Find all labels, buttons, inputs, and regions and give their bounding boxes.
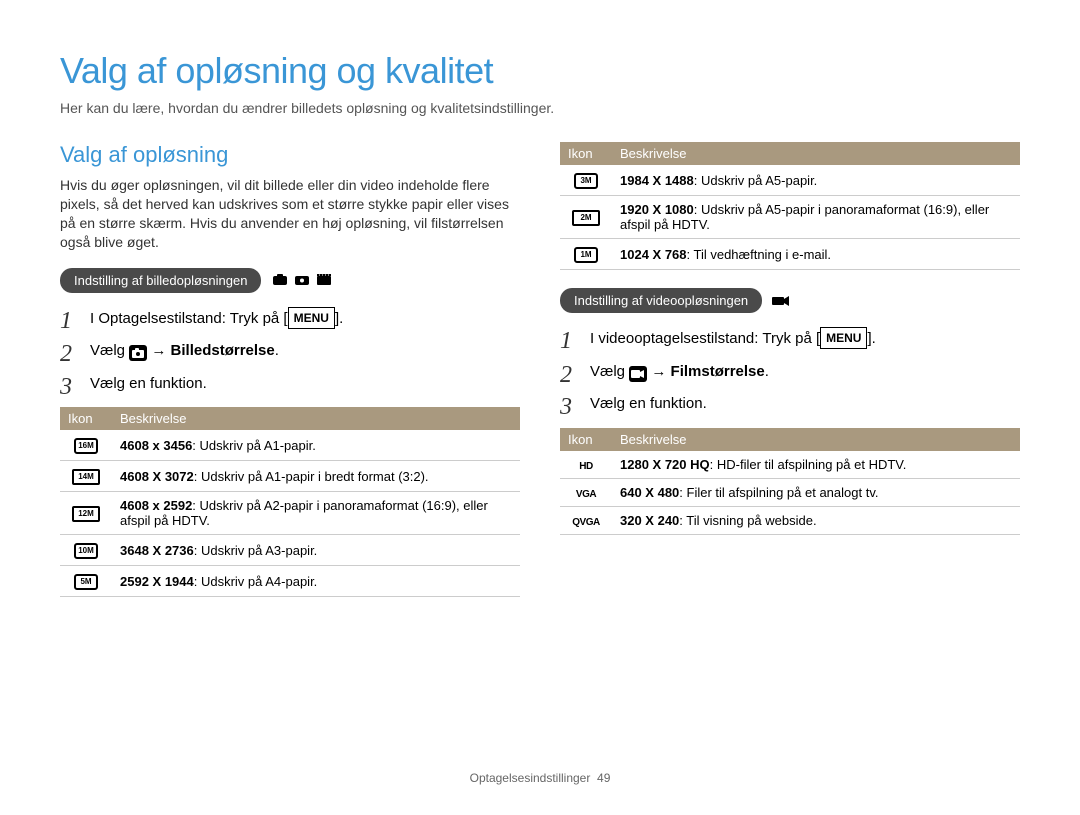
photo-res-icon: 16M: [74, 438, 98, 454]
table-row: 5M 2592 X 1944: Udskriv på A4-papir.: [60, 566, 520, 597]
page-footer: Optagelsesindstillinger 49: [0, 771, 1080, 785]
cell-desc: 1280 X 720 HQ: HD-filer til afspilning p…: [612, 451, 1020, 479]
cell-icon: HD: [560, 451, 612, 479]
photo-res-icon: 12M: [72, 506, 100, 522]
table-row: QVGA 320 X 240: Til visning på webside.: [560, 506, 1020, 534]
cell-desc: 4608 X 3072: Udskriv på A1-papir i bredt…: [112, 461, 520, 492]
pill-photo-resolution: Indstilling af billedopløsningen: [60, 268, 261, 293]
cell-icon: 3M: [560, 165, 612, 196]
cell-desc: 1984 X 1488: Udskriv på A5-papir.: [612, 165, 1020, 196]
cell-desc: 320 X 240: Til visning på webside.: [612, 506, 1020, 534]
step-1: I Optagelsestilstand: Tryk på [MENU].: [60, 307, 520, 331]
cell-desc: 4608 x 2592: Udskriv på A2-papir i panor…: [112, 492, 520, 535]
cell-icon: 10M: [60, 535, 112, 566]
step-3: Vælg en funktion.: [560, 393, 1020, 416]
th-icon: Ikon: [560, 428, 612, 451]
table-row: 2M 1920 X 1080: Udskriv på A5-papir i pan…: [560, 196, 1020, 239]
photo-res-icon: 14M: [72, 469, 100, 485]
th-desc: Beskrivelse: [612, 428, 1020, 451]
cell-icon: QVGA: [560, 506, 612, 534]
photo-res-icon: 3M: [574, 173, 598, 189]
photo-resolution-table-cont: Ikon Beskrivelse 3M 1984 X 1488: Udskriv …: [560, 142, 1020, 270]
photo-res-icon: 10M: [74, 543, 98, 559]
table-row: HD 1280 X 720 HQ: HD-filer til afspilning…: [560, 451, 1020, 479]
th-desc: Beskrivelse: [112, 407, 520, 430]
cell-icon: 14M: [60, 461, 112, 492]
video-resolution-table: Ikon Beskrivelse HD 1280 X 720 HQ: HD-fil…: [560, 428, 1020, 535]
cell-desc: 3648 X 2736: Udskriv på A3-papir.: [112, 535, 520, 566]
th-icon: Ikon: [60, 407, 112, 430]
cell-desc: 640 X 480: Filer til afspilning på et an…: [612, 478, 1020, 506]
mode-icon-program: [293, 273, 311, 287]
menu-button: MENU: [288, 307, 335, 329]
photo-res-icon: 1M: [574, 247, 598, 263]
table-row: 1M 1024 X 768: Til vedhæftning i e-mail.: [560, 239, 1020, 270]
cell-desc: 4608 x 3456: Udskriv på A1-papir.: [112, 430, 520, 461]
cell-icon: VGA: [560, 478, 612, 506]
table-row: 3M 1984 X 1488: Udskriv på A5-papir.: [560, 165, 1020, 196]
cell-desc: 1920 X 1080: Udskriv på A5-papir i panor…: [612, 196, 1020, 239]
video-res-icon: QVGA: [572, 517, 599, 528]
pill-video-resolution: Indstilling af videoopløsningen: [560, 288, 762, 313]
th-icon: Ikon: [560, 142, 612, 165]
step-2: Vælg → Filmstørrelse.: [560, 361, 1020, 384]
step-3: Vælg en funktion.: [60, 373, 520, 396]
table-row: 12M 4608 x 2592: Udskriv på A2-papir i pa…: [60, 492, 520, 535]
th-desc: Beskrivelse: [612, 142, 1020, 165]
video-res-icon: HD: [579, 461, 592, 472]
section-heading: Valg af opløsning: [60, 142, 520, 168]
mode-icons: [271, 273, 333, 287]
mode-icons-video: [772, 294, 790, 308]
left-column: Valg af opløsning Hvis du øger opløsning…: [60, 142, 520, 615]
camera-icon: [129, 345, 147, 361]
video-steps: I videooptagelsestilstand: Tryk på [MENU…: [560, 327, 1020, 416]
cell-icon: 12M: [60, 492, 112, 535]
mode-icon-video: [772, 294, 790, 308]
photo-resolution-table: Ikon Beskrivelse 16M 4608 x 3456: Udskriv…: [60, 407, 520, 597]
cell-icon: 16M: [60, 430, 112, 461]
photo-steps: I Optagelsestilstand: Tryk på [MENU]. Væ…: [60, 307, 520, 396]
step-2: Vælg → Billedstørrelse.: [60, 340, 520, 363]
table-row: 14M 4608 X 3072: Udskriv på A1-papir i br…: [60, 461, 520, 492]
cell-desc: 1024 X 768: Til vedhæftning i e-mail.: [612, 239, 1020, 270]
video-res-icon: VGA: [576, 489, 596, 500]
cell-desc: 2592 X 1944: Udskriv på A4-papir.: [112, 566, 520, 597]
cell-icon: 5M: [60, 566, 112, 597]
mode-icon-scene: [315, 273, 333, 287]
cell-icon: 1M: [560, 239, 612, 270]
page-title: Valg af opløsning og kvalitet: [60, 50, 1020, 92]
page-subtitle: Her kan du lære, hvordan du ændrer bille…: [60, 100, 1020, 116]
table-row: 16M 4608 x 3456: Udskriv på A1-papir.: [60, 430, 520, 461]
table-row: VGA 640 X 480: Filer til afspilning på et…: [560, 478, 1020, 506]
table-row: 10M 3648 X 2736: Udskriv på A3-papir.: [60, 535, 520, 566]
right-column: Ikon Beskrivelse 3M 1984 X 1488: Udskriv …: [560, 142, 1020, 615]
photo-res-icon: 5M: [74, 574, 98, 590]
video-icon: [629, 366, 647, 382]
photo-res-icon: 2M: [572, 210, 600, 226]
mode-icon-smart: [271, 273, 289, 287]
menu-button: MENU: [820, 327, 867, 349]
step-1: I videooptagelsestilstand: Tryk på [MENU…: [560, 327, 1020, 351]
section-body: Hvis du øger opløsningen, vil dit billed…: [60, 176, 520, 252]
cell-icon: 2M: [560, 196, 612, 239]
